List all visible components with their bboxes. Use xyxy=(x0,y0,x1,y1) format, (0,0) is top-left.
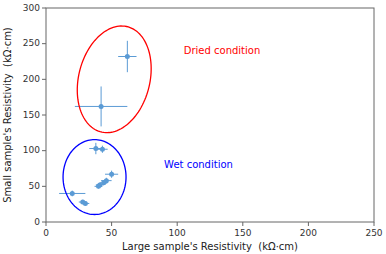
x-tick xyxy=(111,222,112,226)
x-tick-label: 150 xyxy=(234,228,251,238)
x-tick xyxy=(242,222,243,226)
chart: 0 50 100 150 200 250 0 50 100 150 200 250 300 Large s… xyxy=(0,0,386,254)
x-axis-label: Large sample's Resistivity (kΩ·cm) xyxy=(122,241,298,252)
y-tick-label: 250 xyxy=(23,38,40,48)
point xyxy=(99,104,104,109)
x-tick xyxy=(374,222,375,226)
ellipse xyxy=(77,26,151,133)
ellipse xyxy=(63,140,126,215)
x-tick-label: 50 xyxy=(106,228,118,238)
x-tick-label: 100 xyxy=(169,228,186,238)
y-tick-label: 0 xyxy=(34,217,40,227)
y-tick-label: 200 xyxy=(23,74,40,84)
y-tick xyxy=(42,222,46,223)
y-tick xyxy=(42,186,46,187)
y-tick-label: 300 xyxy=(23,3,40,13)
x-tick xyxy=(46,222,47,226)
plot-area xyxy=(59,26,151,214)
y-tick xyxy=(42,79,46,80)
y-tick xyxy=(42,150,46,151)
plot-frame xyxy=(46,8,374,222)
y-axis-label: Small sample's Resistivity (kΩ·cm) xyxy=(2,27,13,203)
point xyxy=(125,54,130,59)
point xyxy=(70,191,75,196)
point xyxy=(109,172,114,177)
y-tick xyxy=(42,8,46,9)
x-tick xyxy=(177,222,178,226)
y-tick-label: 150 xyxy=(23,110,40,120)
x-tick xyxy=(308,222,309,226)
x-tick-label: 200 xyxy=(300,228,317,238)
x-tick-label: 0 xyxy=(43,228,49,238)
y-tick-label: 50 xyxy=(29,181,41,191)
y-tick xyxy=(42,43,46,44)
y-tick-label: 100 xyxy=(23,145,40,155)
x-tick-label: 250 xyxy=(365,228,382,238)
annotation: Dried condition xyxy=(184,45,261,56)
point xyxy=(96,184,101,189)
point xyxy=(100,147,105,152)
y-tick xyxy=(42,115,46,116)
annotation: Wet condition xyxy=(164,159,233,170)
point xyxy=(93,146,98,151)
point xyxy=(83,201,88,206)
